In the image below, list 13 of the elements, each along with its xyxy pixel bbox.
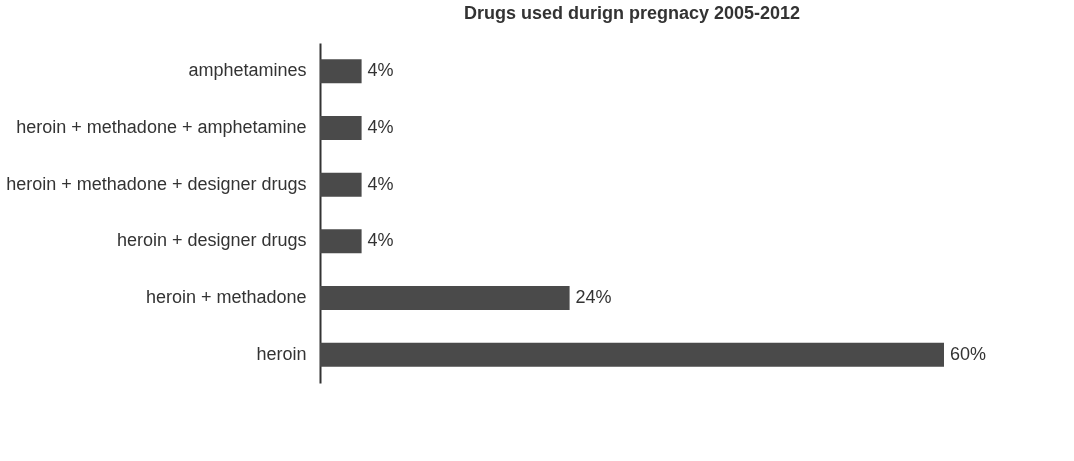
y-tick-label: heroin — [256, 343, 307, 364]
y-tick-label: heroin + methadone — [145, 287, 307, 307]
data-label: 4% — [367, 230, 394, 251]
data-label: 4% — [367, 60, 394, 81]
data-label: 4% — [367, 173, 394, 194]
data-label: 4% — [367, 117, 394, 137]
chart-title: Drugs used durign pregnacy 2005-2012 — [463, 3, 801, 23]
data-label: 60% — [950, 343, 987, 364]
y-tick-label: heroin + methadone + designer drugs — [6, 173, 307, 194]
data-label: 24% — [575, 287, 612, 307]
y-tick-label: heroin + methadone + amphetamine — [16, 117, 307, 137]
y-tick-label: heroin + designer drugs — [116, 230, 307, 251]
y-tick-label: amphetamines — [188, 60, 307, 81]
